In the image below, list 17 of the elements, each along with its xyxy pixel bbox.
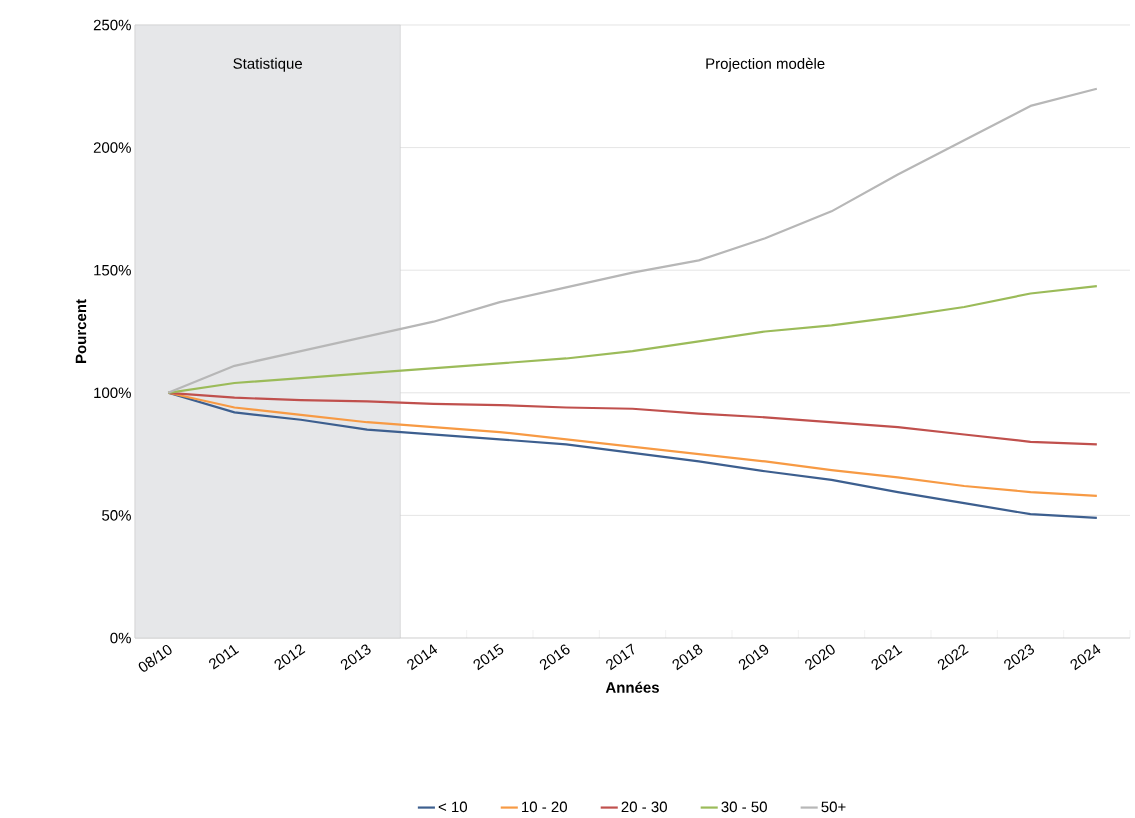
y-tick-label: 150% <box>94 265 131 276</box>
y-tick-label: 200% <box>93 142 131 154</box>
legend-label: 30 - 50 <box>721 801 767 813</box>
y-tick-label: 50% <box>102 510 131 521</box>
y-tick-label: 0% <box>110 632 131 644</box>
annotation: Projection modèle <box>706 57 825 73</box>
y-tick-label: 100% <box>94 387 131 399</box>
x-tick-label: 2021 <box>871 645 903 671</box>
legend-label: < 10 <box>438 801 468 813</box>
legend-label: 50+ <box>821 801 846 813</box>
legend-label: 20 - 30 <box>621 801 667 813</box>
y-axis-title: Pourcent <box>75 299 87 364</box>
band-label: Statistique <box>233 58 303 73</box>
x-tick-label: 2011 <box>209 645 240 670</box>
y-tick-label: 250% <box>93 19 131 31</box>
legend-label: 10 - 20 <box>522 801 567 813</box>
x-axis-title: Années <box>605 681 659 694</box>
